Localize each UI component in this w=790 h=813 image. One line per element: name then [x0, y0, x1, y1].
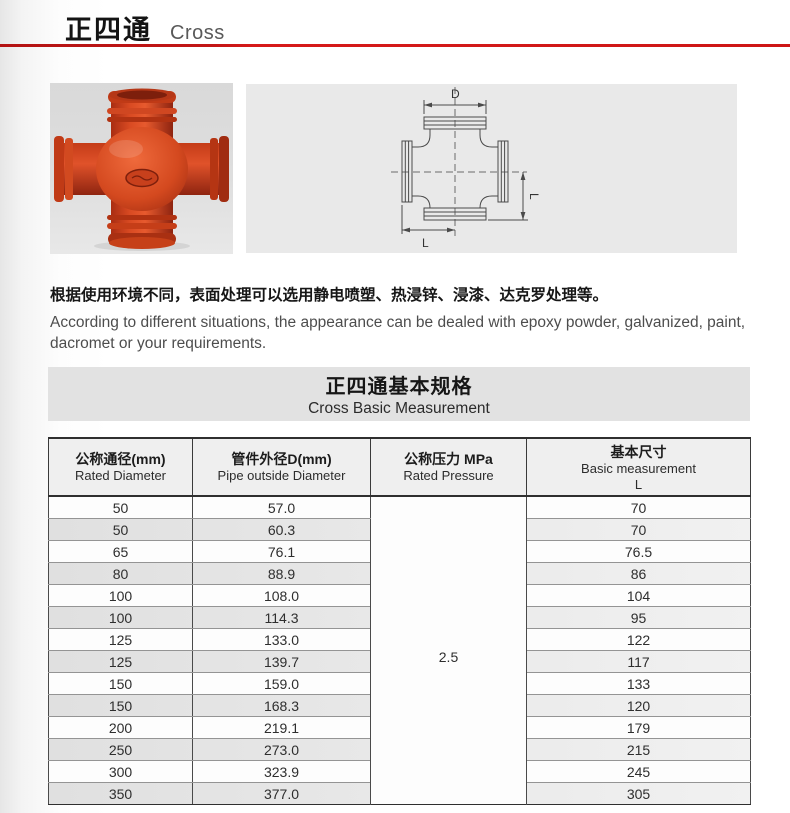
- table-cell: 245: [526, 760, 751, 783]
- table-cell: 159.0: [192, 672, 371, 695]
- col-header-rated-pressure: 公称压力 MPa Rated Pressure: [370, 438, 527, 497]
- table-cell: 70: [526, 518, 751, 541]
- table-cell: 100: [48, 584, 193, 607]
- table-cell: 50: [48, 496, 193, 519]
- table-cell: 70: [526, 496, 751, 519]
- table-cell: 50: [48, 518, 193, 541]
- table-cell: 168.3: [192, 694, 371, 717]
- col-header-cn: 管件外径D(mm): [231, 451, 332, 467]
- cross-dimension-diagram: D L L: [391, 87, 541, 250]
- col-header-en: Rated Pressure: [403, 468, 494, 483]
- cross-fitting-photo-illustration: [54, 88, 229, 251]
- table-cell: 150: [48, 694, 193, 717]
- table-cell: 377.0: [192, 782, 371, 805]
- table-cell: 76.5: [526, 540, 751, 563]
- col-header-en: Pipe outside Diameter: [217, 468, 346, 483]
- table-row: 80 88.9 86: [48, 562, 751, 585]
- table-cell: 273.0: [192, 738, 371, 761]
- spec-table-body: 50 57.0 2.5 70 50 60.3 70 65 76.1 76.5 80 88.9 86 100…: [48, 496, 751, 805]
- table-cell: 350: [48, 782, 193, 805]
- table-cell: 179: [526, 716, 751, 739]
- table-cell: 100: [48, 606, 193, 629]
- table-cell: 300: [48, 760, 193, 783]
- col-header-en: Rated Diameter: [74, 468, 167, 483]
- table-cell: 86: [526, 562, 751, 585]
- table-cell: 80: [48, 562, 193, 585]
- table-cell: 125: [48, 650, 193, 673]
- col-header-cn: 公称通径(mm): [75, 451, 166, 467]
- table-cell: 114.3: [192, 606, 371, 629]
- dimension-label-d: D: [451, 87, 460, 101]
- col-header-basic-measurement: 基本尺寸 Basic measurement L: [526, 438, 751, 497]
- table-cell: 65: [48, 540, 193, 563]
- dimension-label-l-bottom: L: [422, 236, 429, 250]
- table-cell: 125: [48, 628, 193, 651]
- section-title-en: Cross Basic Measurement: [308, 400, 490, 417]
- table-cell: 133: [526, 672, 751, 695]
- page-title-en: Cross: [170, 22, 225, 44]
- table-cell: 95: [526, 606, 751, 629]
- table-cell: 60.3: [192, 518, 371, 541]
- spec-table-header-row: 公称通径(mm) Rated Diameter 管件外径D(mm) Pipe o…: [48, 438, 751, 497]
- table-cell: 108.0: [192, 584, 371, 607]
- header-divider: [0, 44, 790, 47]
- table-cell: 215: [526, 738, 751, 761]
- table-row: 250 273.0 215: [48, 738, 751, 761]
- table-cell: 122: [526, 628, 751, 651]
- col-header-rated-diameter: 公称通径(mm) Rated Diameter: [48, 438, 193, 497]
- description-cn: 根据使用环境不同，表面处理可以选用静电喷塑、热浸锌、浸漆、达克罗处理等。: [50, 286, 609, 304]
- col-header-en: Basic measurement: [581, 460, 696, 476]
- table-cell: 57.0: [192, 496, 371, 519]
- table-cell: 76.1: [192, 540, 371, 563]
- col-header-cn: 基本尺寸: [610, 443, 667, 460]
- table-row: 65 76.1 76.5: [48, 540, 751, 563]
- table-cell: 200: [48, 716, 193, 739]
- technical-drawing: D L L: [246, 84, 737, 253]
- table-cell: 323.9: [192, 760, 371, 783]
- product-photo: [50, 83, 233, 254]
- description-en: According to different situations, the a…: [50, 313, 746, 352]
- table-cell: 120: [526, 694, 751, 717]
- table-cell: 219.1: [192, 716, 371, 739]
- table-cell: 104: [526, 584, 751, 607]
- table-cell: 88.9: [192, 562, 371, 585]
- col-header-sub: L: [634, 476, 643, 492]
- table-cell: 133.0: [192, 628, 371, 651]
- spec-table: 公称通径(mm) Rated Diameter 管件外径D(mm) Pipe o…: [48, 437, 751, 805]
- table-cell: 139.7: [192, 650, 371, 673]
- page-title: 正四通 Cross: [65, 8, 225, 47]
- section-title-bar: 正四通基本规格 Cross Basic Measurement: [48, 367, 750, 421]
- col-header-pipe-outside-diameter: 管件外径D(mm) Pipe outside Diameter: [192, 438, 371, 497]
- rated-pressure-value: 2.5: [370, 496, 527, 805]
- table-cell: 150: [48, 672, 193, 695]
- dimension-label-l-right: L: [527, 193, 541, 200]
- section-title-cn: 正四通基本规格: [325, 376, 473, 398]
- col-header-cn: 公称压力 MPa: [404, 451, 493, 467]
- table-cell: 117: [526, 650, 751, 673]
- page-title-cn: 正四通: [65, 15, 152, 45]
- table-row: 50 57.0 2.5 70: [48, 496, 751, 805]
- table-cell: 305: [526, 782, 751, 805]
- table-cell: 250: [48, 738, 193, 761]
